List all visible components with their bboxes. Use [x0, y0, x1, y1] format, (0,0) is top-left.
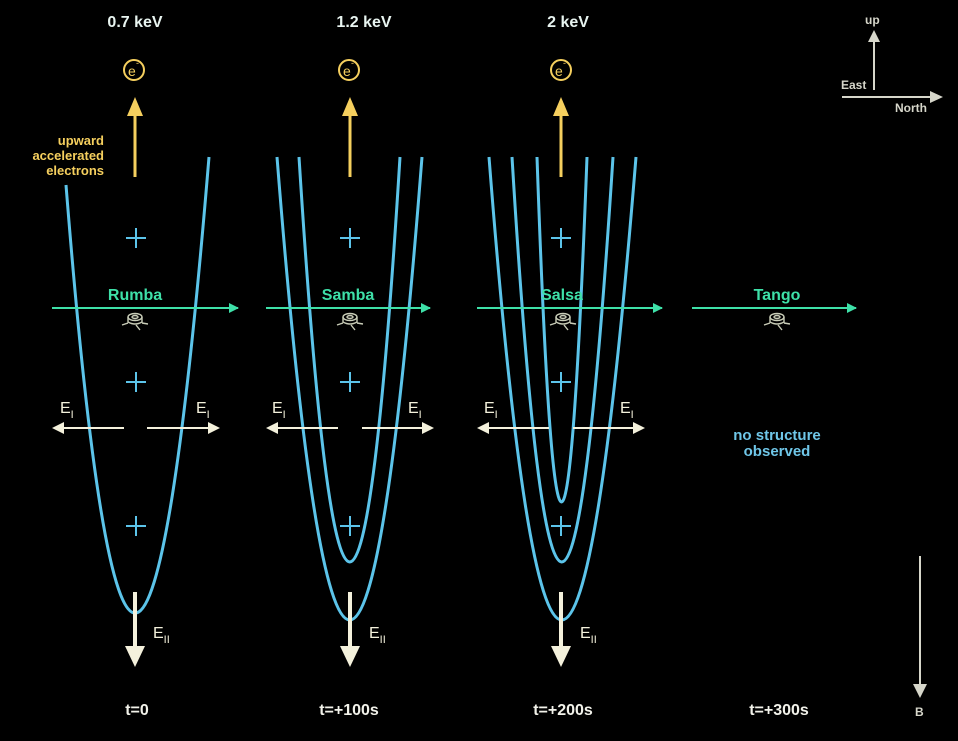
plus-icon	[551, 516, 571, 536]
equipotential-contours	[64, 156, 638, 622]
plus-icon	[126, 516, 146, 536]
e-perp-label: EI	[620, 400, 634, 421]
no-structure-note: no structure observed	[733, 428, 821, 460]
note-line: upward	[57, 133, 104, 148]
equipotential-salsa-mid	[510, 156, 615, 564]
e-par-label: EII	[153, 625, 170, 646]
down-arrow-icon	[340, 592, 360, 667]
perpendicular-field-arrows	[52, 422, 645, 434]
time-label-rumba: t=0	[125, 702, 149, 719]
left-arrow-icon	[477, 422, 549, 434]
axis-label-up: up	[865, 13, 880, 27]
satellite-icon	[121, 312, 149, 331]
positive-charges	[126, 228, 571, 536]
up-axis-arrow-icon	[868, 30, 880, 90]
right-arrow-icon	[362, 422, 434, 434]
equipotential-samba-inner	[297, 156, 402, 564]
electron-beams	[127, 97, 569, 177]
electron-icon	[123, 59, 145, 81]
note-line: accelerated	[32, 148, 104, 163]
e-par-label: EII	[580, 625, 597, 646]
electron-icon	[338, 59, 360, 81]
down-arrow-icon	[551, 592, 571, 667]
axis-label-east: East	[841, 78, 867, 92]
e-perp-label: EI	[196, 400, 210, 421]
satellite-icon	[549, 312, 577, 331]
satellite-name-rumba: Rumba	[107, 287, 163, 304]
up-arrow-icon	[342, 97, 358, 177]
note-line: electrons	[46, 163, 104, 178]
satellite-name-samba: Samba	[321, 287, 375, 304]
time-label-samba: t=+100s	[319, 702, 379, 719]
energy-label-rumba: 0.7 keV	[107, 14, 163, 31]
note-line: observed	[743, 443, 811, 460]
plus-icon	[340, 372, 360, 392]
electron-symbol: e	[555, 63, 563, 79]
time-label-tango: t=+300s	[749, 702, 809, 719]
right-arrow-icon	[147, 422, 220, 434]
parallel-field-arrows	[125, 592, 571, 667]
up-arrow-icon	[553, 97, 569, 177]
equipotential-salsa-outer	[487, 156, 638, 622]
plus-icon	[551, 228, 571, 248]
e-perp-label: EI	[408, 400, 422, 421]
equipotential-rumba-outer	[64, 156, 211, 615]
e-par-label: EII	[369, 625, 386, 646]
plus-icon	[551, 372, 571, 392]
energy-label-samba: 1.2 keV	[336, 14, 392, 31]
electron-icon	[550, 59, 572, 81]
satellite-name-tango: Tango	[753, 287, 801, 304]
time-label-salsa: t=+200s	[533, 702, 593, 719]
north-axis-arrow-icon	[842, 91, 943, 103]
e-perp-label: EI	[60, 400, 74, 421]
equipotential-salsa-inner	[535, 156, 589, 504]
left-arrow-icon	[52, 422, 124, 434]
axis-label-north: North	[895, 101, 927, 115]
satellite-icon	[763, 312, 791, 331]
axis-label-b: B	[915, 705, 924, 719]
plus-icon	[340, 516, 360, 536]
b-field-arrow-icon	[913, 556, 927, 698]
e-perp-label: EI	[484, 400, 498, 421]
left-arrow-icon	[266, 422, 338, 434]
right-arrow-icon	[573, 422, 645, 434]
electron-icons	[123, 59, 572, 81]
plus-icon	[126, 228, 146, 248]
satellite-name-salsa: Salsa	[541, 287, 583, 304]
energy-label-salsa: 2 keV	[547, 14, 589, 31]
plus-icon	[126, 372, 146, 392]
electron-charge: -	[351, 58, 354, 68]
upward-electrons-note: upward accelerated electrons	[20, 133, 104, 178]
e-perp-label: EI	[272, 400, 286, 421]
satellite-icons	[121, 312, 791, 331]
satellite-icon	[336, 312, 364, 331]
note-line: no structure	[733, 427, 821, 444]
plus-icon	[340, 228, 360, 248]
electron-charge: -	[136, 58, 139, 68]
up-arrow-icon	[127, 97, 143, 177]
down-arrow-icon	[125, 592, 145, 667]
coordinate-axes	[842, 30, 943, 103]
electron-symbol: e	[343, 63, 351, 79]
electron-charge: -	[563, 58, 566, 68]
electron-symbol: e	[128, 63, 136, 79]
